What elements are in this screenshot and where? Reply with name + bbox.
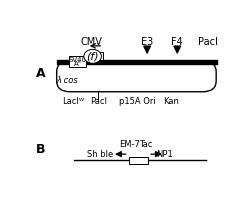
Text: CMV: CMV: [80, 37, 102, 47]
Text: EM-7: EM-7: [119, 140, 140, 149]
Text: p15A Ori: p15A Ori: [118, 97, 155, 106]
Text: Aⁿ: Aⁿ: [74, 61, 81, 67]
FancyBboxPatch shape: [56, 61, 215, 92]
Text: A: A: [36, 67, 46, 80]
Text: Tac: Tac: [139, 140, 152, 149]
Text: NP1: NP1: [156, 150, 172, 159]
Text: E3: E3: [140, 37, 153, 47]
Text: Sh ble: Sh ble: [87, 150, 113, 159]
Text: Kan: Kan: [163, 97, 179, 106]
Text: λ cos: λ cos: [56, 76, 78, 85]
Text: B: B: [36, 143, 46, 156]
FancyBboxPatch shape: [69, 56, 86, 67]
Text: (f): (f): [86, 51, 99, 61]
FancyBboxPatch shape: [86, 52, 103, 60]
Text: F4: F4: [171, 37, 182, 47]
Text: PacI: PacI: [198, 37, 218, 47]
FancyBboxPatch shape: [128, 157, 148, 164]
Text: SV40: SV40: [68, 57, 86, 63]
Text: LacIᵂ: LacIᵂ: [62, 97, 84, 106]
Circle shape: [84, 49, 101, 63]
Text: PacI: PacI: [90, 97, 106, 106]
